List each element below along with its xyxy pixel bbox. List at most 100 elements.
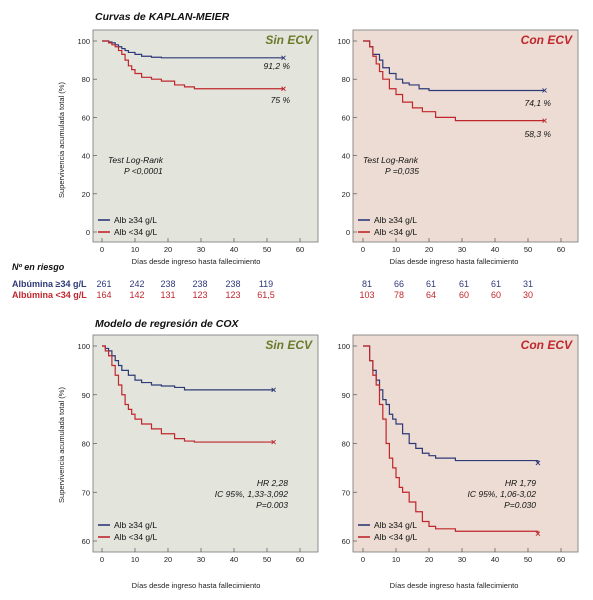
- y-tick-label: 60: [82, 537, 90, 546]
- censor-mark: [535, 460, 541, 466]
- risk-cell: 78: [394, 290, 404, 300]
- risk-cell: 119: [259, 279, 273, 289]
- x-axis-label: Días desde ingreso hasta fallecimiento: [390, 257, 519, 266]
- risk-cell: 60: [459, 290, 469, 300]
- x-tick-label: 30: [458, 245, 466, 254]
- x-tick-label: 20: [164, 245, 172, 254]
- km-section-title: Curvas de KAPLAN-MEIER: [95, 11, 230, 23]
- x-tick-label: 0: [361, 245, 365, 254]
- legend-label-blue: Alb ≥34 g/L: [374, 520, 417, 530]
- x-tick-label: 0: [100, 245, 104, 254]
- hr-label: HR 2,28: [257, 478, 288, 488]
- x-axis-label: Días desde ingreso hasta fallecimiento: [390, 581, 519, 590]
- x-tick-label: 0: [361, 555, 365, 564]
- y-axis-label: Supervivencia acumulada total (%): [57, 82, 66, 198]
- x-axis-label: Días desde ingreso hasta fallecimiento: [132, 257, 261, 266]
- hr-label: HR 1,79: [505, 478, 536, 488]
- x-tick-label: 60: [557, 555, 565, 564]
- test-label: Test Log-Rank: [363, 155, 419, 165]
- y-tick-label: 100: [77, 342, 90, 351]
- y-tick-label: 70: [342, 488, 350, 497]
- x-tick-label: 20: [425, 555, 433, 564]
- legend-label-blue: Alb ≥34 g/L: [114, 520, 157, 530]
- x-axis-label: Días desde ingreso hasta fallecimiento: [132, 581, 261, 590]
- series-alb-low: [363, 345, 539, 534]
- risk-cell: 164: [96, 290, 111, 300]
- censor-mark: [271, 387, 276, 393]
- risk-cell: 61: [459, 279, 469, 289]
- legend-label-red: Alb <34 g/L: [374, 227, 418, 237]
- risk-cell: 131: [160, 290, 175, 300]
- panel-title: Con ECV: [521, 338, 573, 352]
- plot-area: [92, 334, 319, 553]
- risk-cell: 61: [426, 279, 436, 289]
- risk-cell: 64: [426, 290, 436, 300]
- plot-area: [352, 334, 579, 553]
- risk-cell: 61,5: [257, 290, 275, 300]
- censor-mark: [281, 86, 286, 92]
- y-tick-label: 60: [82, 113, 90, 122]
- x-tick-label: 10: [392, 555, 400, 564]
- risk-cell: 238: [225, 279, 240, 289]
- x-tick-label: 30: [197, 555, 205, 564]
- risk-cell: 123: [192, 290, 207, 300]
- risk-cell: 60: [491, 290, 501, 300]
- y-tick-label: 60: [342, 537, 350, 546]
- x-tick-label: 10: [392, 245, 400, 254]
- x-tick-label: 50: [263, 555, 271, 564]
- risk-cell: 61: [491, 279, 501, 289]
- y-tick-label: 80: [342, 440, 350, 449]
- end-value-label: 58,3 %: [525, 129, 552, 139]
- x-tick-label: 30: [458, 555, 466, 564]
- y-tick-label: 100: [337, 37, 350, 46]
- panel-title: Sin ECV: [265, 33, 313, 47]
- censor-mark: [542, 118, 547, 123]
- legend-label-red: Alb <34 g/L: [374, 532, 418, 542]
- plot-area: [352, 29, 579, 243]
- y-tick-label: 40: [82, 152, 90, 161]
- legend-label-red: Alb <34 g/L: [114, 532, 158, 542]
- risk-cell: 238: [192, 279, 207, 289]
- y-tick-label: 20: [342, 190, 350, 199]
- x-tick-label: 20: [425, 245, 433, 254]
- risk-row2-label: Albúmina <34 g/L: [12, 290, 87, 300]
- censor-mark: [535, 531, 541, 537]
- series-alb-low: [102, 345, 274, 443]
- y-tick-label: 90: [342, 391, 350, 400]
- x-tick-label: 40: [230, 555, 238, 564]
- x-tick-label: 50: [524, 555, 532, 564]
- p-value: P=0.003: [256, 500, 288, 510]
- risk-cell: 81: [362, 279, 372, 289]
- x-tick-label: 40: [491, 245, 499, 254]
- risk-cell: 66: [394, 279, 404, 289]
- x-tick-label: 30: [197, 245, 205, 254]
- risk-cell: 242: [129, 279, 144, 289]
- legend-label-blue: Alb ≥34 g/L: [374, 215, 417, 225]
- end-value-label: 74,1 %: [525, 98, 552, 108]
- y-axis-label: Supervivencia acumulada total (%): [57, 387, 66, 503]
- ci-label: IC 95%, 1,06-3,02: [467, 489, 536, 499]
- risk-cell: 123: [225, 290, 240, 300]
- risk-cell: 261: [96, 279, 111, 289]
- y-tick-label: 80: [82, 440, 90, 449]
- x-tick-label: 50: [524, 245, 532, 254]
- legend-label-red: Alb <34 g/L: [114, 227, 158, 237]
- x-tick-label: 60: [557, 245, 565, 254]
- risk-cell: 31: [523, 279, 533, 289]
- censor-mark: [281, 55, 286, 61]
- risk-cell: 238: [160, 279, 175, 289]
- x-tick-label: 60: [296, 555, 304, 564]
- risk-cell: 142: [129, 290, 144, 300]
- risk-cell: 103: [359, 290, 374, 300]
- risk-cell: 30: [523, 290, 533, 300]
- x-tick-label: 60: [296, 245, 304, 254]
- y-tick-label: 0: [346, 228, 350, 237]
- x-tick-label: 10: [131, 555, 139, 564]
- x-tick-label: 50: [263, 245, 271, 254]
- censor-mark: [271, 439, 276, 445]
- y-tick-label: 90: [82, 391, 90, 400]
- panel-title: Sin ECV: [265, 338, 313, 352]
- series-alb-low: [363, 40, 545, 122]
- ci-label: IC 95%, 1,33-3,092: [215, 489, 289, 499]
